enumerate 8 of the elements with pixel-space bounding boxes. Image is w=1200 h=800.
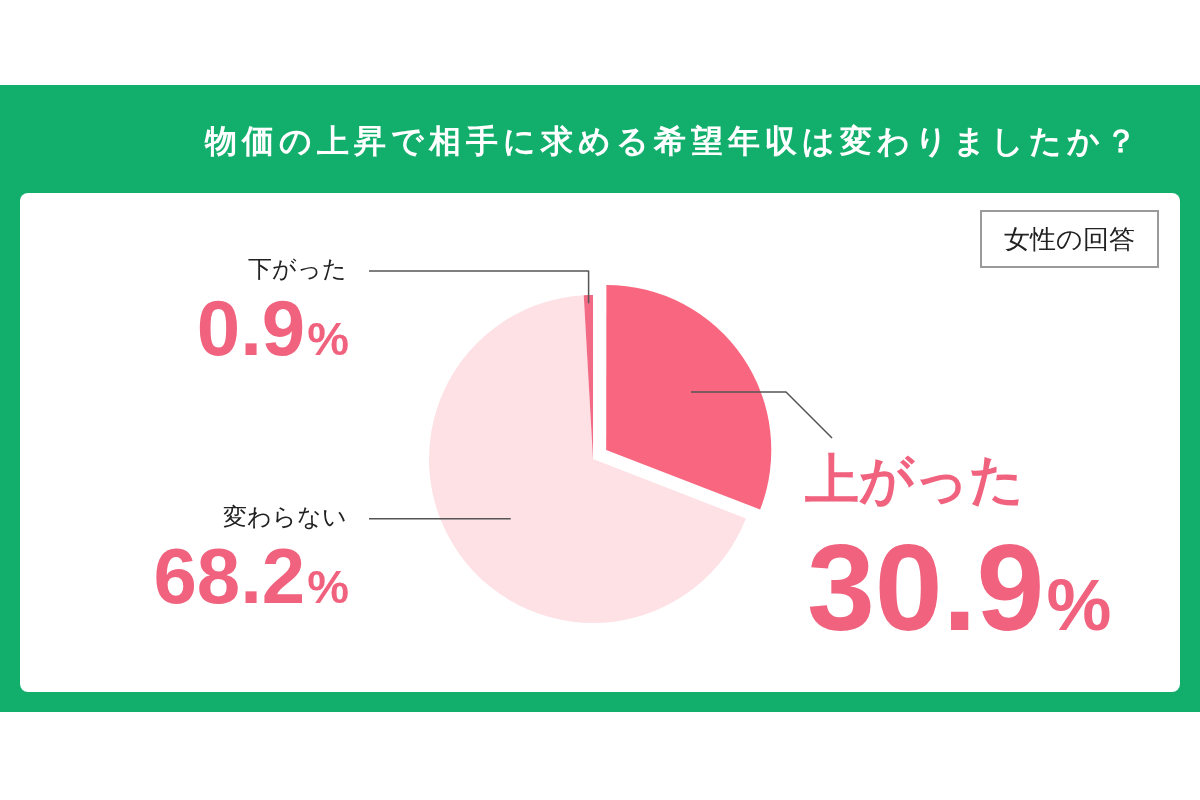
slice-label: 変わらない [223, 503, 347, 531]
slice-label: 下がった [248, 255, 347, 284]
data-label: 30.9% [807, 519, 1112, 656]
text: 女性の回答 [980, 210, 1159, 268]
data-label: 0.9% [196, 284, 350, 372]
slice-label: 上がった [805, 447, 1024, 511]
data-label: 68.2% [153, 531, 350, 620]
chart-title: 物価の上昇で相手に求める希望年収は変わりましたか？ [205, 121, 1143, 162]
